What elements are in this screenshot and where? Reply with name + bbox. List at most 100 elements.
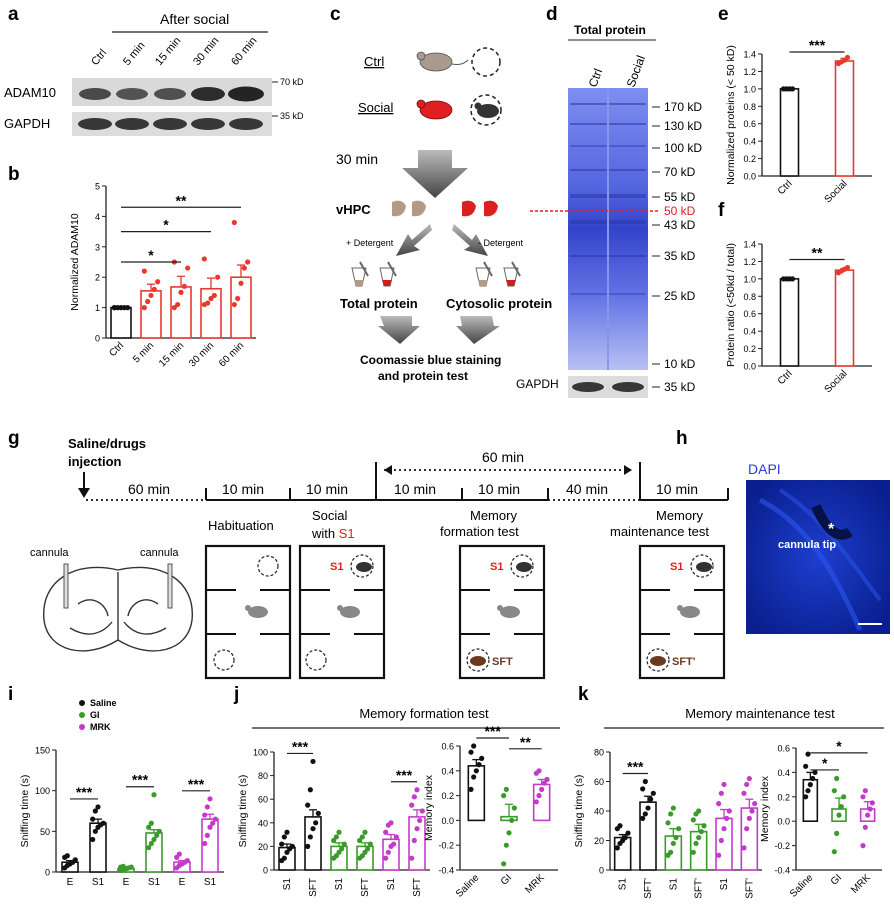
sig-star: ** bbox=[176, 192, 187, 208]
data-point bbox=[690, 849, 696, 855]
data-point bbox=[207, 796, 213, 802]
y-tick-label: 0.0 bbox=[743, 362, 756, 372]
data-point bbox=[148, 820, 154, 826]
y-tick-label: 20 bbox=[258, 842, 268, 852]
gapdh-band-social-d bbox=[612, 382, 644, 392]
x-tick-label: Social bbox=[823, 368, 850, 395]
y-tick-label: 0.6 bbox=[777, 744, 790, 754]
total-protein-title: Total protein bbox=[574, 23, 646, 37]
x-tick-label: S1 bbox=[282, 878, 293, 891]
bar bbox=[779, 88, 800, 177]
data-point bbox=[305, 843, 311, 850]
x-tick-label: SFT bbox=[308, 878, 319, 897]
data-point bbox=[506, 830, 512, 836]
data-point bbox=[245, 259, 251, 265]
data-point bbox=[414, 787, 420, 793]
marker-100: 100 kD bbox=[664, 141, 702, 155]
arena-social: S1 bbox=[298, 544, 386, 680]
marker-55: 55 kD bbox=[664, 190, 696, 204]
data-point bbox=[154, 832, 160, 839]
data-point bbox=[749, 808, 755, 814]
x-tick-label: SFT bbox=[412, 878, 423, 897]
marker-130: 130 kD bbox=[664, 119, 702, 133]
x-tick-label: 15 min bbox=[157, 340, 186, 369]
data-point bbox=[310, 826, 316, 832]
x-tick-label: 30 min bbox=[187, 340, 216, 369]
x-tick-label: SFT' bbox=[744, 878, 755, 899]
data-point bbox=[391, 841, 397, 847]
data-point bbox=[307, 787, 313, 793]
arena-memory-formation: S1 SFT bbox=[458, 544, 546, 680]
y-axis-label: Memory index bbox=[423, 774, 435, 841]
legend-marker bbox=[79, 700, 85, 706]
data-point bbox=[90, 816, 96, 822]
bar bbox=[110, 306, 132, 339]
arena-habituation bbox=[204, 544, 292, 680]
data-point bbox=[409, 855, 415, 861]
bar bbox=[834, 60, 855, 177]
data-point bbox=[721, 826, 727, 832]
s1-label-maintenance: S1 bbox=[670, 561, 683, 573]
data-point bbox=[148, 840, 154, 847]
x-tick-label: S1 bbox=[148, 877, 161, 888]
marker-10: 10 kD bbox=[664, 357, 696, 371]
cannula-left bbox=[63, 563, 69, 609]
marker-35kd: 35 kD bbox=[280, 111, 304, 121]
band-gapdh-4 bbox=[191, 118, 225, 130]
data-point bbox=[357, 837, 363, 844]
bar bbox=[467, 765, 486, 822]
t-10min-c: 10 min bbox=[394, 481, 436, 497]
data-point bbox=[409, 802, 415, 808]
mouse-icon-ctrl bbox=[416, 51, 469, 72]
data-point bbox=[205, 300, 211, 306]
data-point bbox=[388, 820, 394, 826]
arrow-to-coomassie-right bbox=[456, 316, 500, 344]
data-point bbox=[419, 808, 425, 814]
t-10min-e: 10 min bbox=[656, 481, 698, 497]
y-tick-label: 0.0 bbox=[441, 816, 454, 826]
panel-d: d Total protein Ctrl Social 170 kD 130 k… bbox=[516, 4, 702, 398]
data-point bbox=[503, 842, 509, 848]
sig-star: *** bbox=[292, 738, 309, 754]
data-point bbox=[385, 849, 391, 855]
x-tick-label: E bbox=[67, 877, 74, 888]
x-tick-label: Ctrl bbox=[776, 178, 795, 197]
data-point bbox=[128, 864, 134, 870]
data-point bbox=[202, 840, 208, 847]
panel-label-k: k bbox=[578, 684, 589, 705]
data-point bbox=[148, 292, 154, 299]
marker-70kd: 70 kD bbox=[280, 77, 304, 87]
data-point bbox=[741, 845, 747, 851]
habituation-label: Habituation bbox=[208, 518, 274, 533]
data-point bbox=[503, 786, 509, 793]
x-tick-label: Ctrl bbox=[776, 368, 795, 387]
bar bbox=[834, 269, 855, 367]
sig-star: ** bbox=[812, 245, 823, 261]
data-point bbox=[307, 834, 313, 840]
data-point bbox=[341, 841, 347, 847]
data-point bbox=[803, 763, 809, 769]
legend-label: Saline bbox=[90, 698, 117, 708]
data-point bbox=[471, 774, 477, 780]
down-arrow-big bbox=[402, 150, 468, 198]
data-point bbox=[417, 817, 423, 824]
tubes-total bbox=[351, 261, 397, 287]
data-point bbox=[411, 794, 417, 800]
legend-marker bbox=[79, 712, 85, 718]
panel-label-f: f bbox=[718, 200, 725, 221]
x-tick-label: Ctrl bbox=[107, 340, 126, 359]
data-point bbox=[383, 855, 389, 861]
x-tick-label: Saline bbox=[788, 872, 816, 900]
data-point bbox=[141, 268, 147, 274]
data-point bbox=[468, 786, 474, 793]
sig-star: *** bbox=[396, 767, 413, 783]
data-point bbox=[511, 805, 517, 811]
data-point bbox=[539, 786, 545, 793]
y-tick-label: 1.2 bbox=[743, 257, 756, 267]
data-point bbox=[841, 794, 847, 800]
mouse-habituation bbox=[245, 605, 268, 618]
data-point bbox=[231, 219, 237, 226]
social-with-label-2: with S1 bbox=[311, 526, 355, 541]
data-point bbox=[860, 843, 866, 849]
x-tick-label: E bbox=[123, 877, 130, 888]
